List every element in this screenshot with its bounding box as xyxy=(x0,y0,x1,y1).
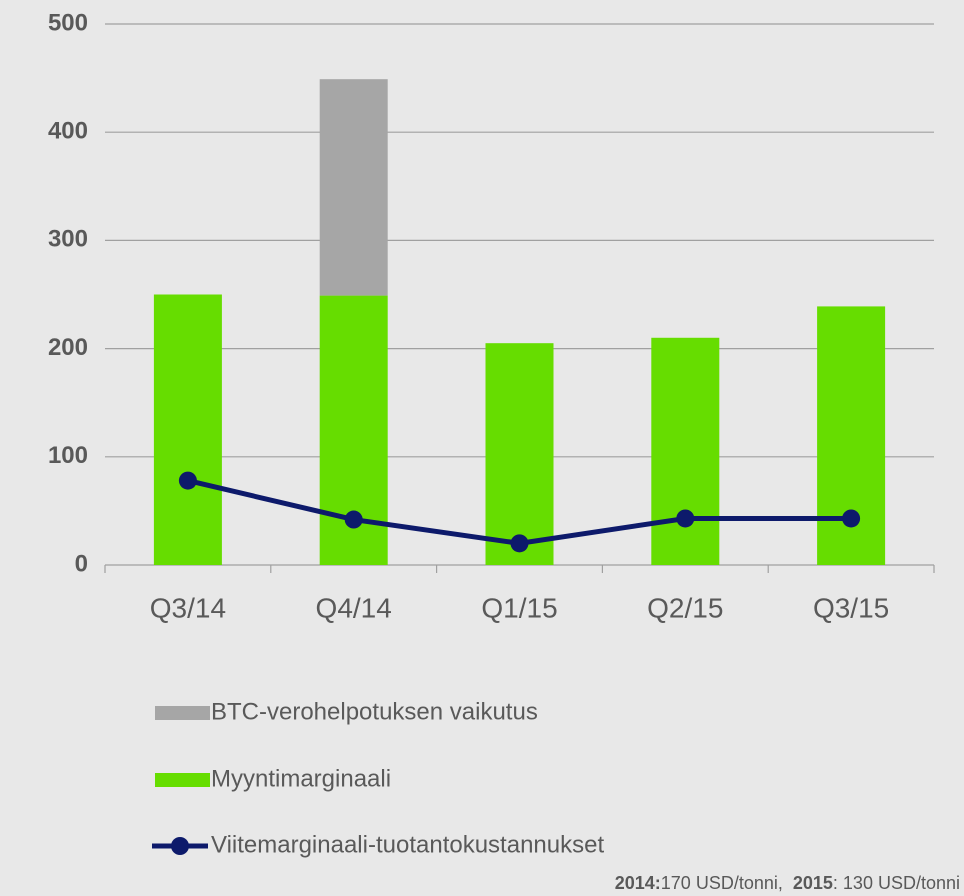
legend-swatch xyxy=(155,706,210,720)
line-marker xyxy=(842,509,861,528)
legend-label: Viitemarginaali-tuotantokustannukset xyxy=(211,831,604,858)
y-tick-label: 500 xyxy=(48,9,88,36)
legend-swatch xyxy=(155,773,210,787)
y-tick-label: 100 xyxy=(48,442,88,469)
bar xyxy=(485,343,554,565)
bar xyxy=(651,337,720,565)
y-tick-label: 300 xyxy=(48,226,88,253)
note-text: 170 USD/tonni, xyxy=(661,873,783,893)
line-marker xyxy=(676,509,695,528)
line-marker xyxy=(344,510,363,529)
y-tick-label: 200 xyxy=(48,334,88,361)
x-tick-label: Q2/15 xyxy=(647,592,723,623)
x-tick-label: Q3/14 xyxy=(150,592,226,623)
legend-label: Myyntimarginaali xyxy=(211,765,391,792)
y-tick-label: 400 xyxy=(48,118,88,145)
bar xyxy=(319,79,388,296)
y-tick-label: 0 xyxy=(75,550,88,577)
note-text: : 130 USD/tonni xyxy=(833,873,960,893)
x-tick-label: Q1/15 xyxy=(481,592,557,623)
line-marker xyxy=(510,534,529,553)
x-tick-label: Q4/14 xyxy=(316,592,392,623)
legend-swatch xyxy=(171,837,189,855)
note-bold: 2014: xyxy=(615,873,661,893)
line-marker xyxy=(178,471,197,490)
note-space xyxy=(783,873,793,893)
note: 2014:170 USD/tonni, 2015: 130 USD/tonni xyxy=(615,873,960,893)
note-bold: 2015 xyxy=(793,873,833,893)
bar xyxy=(153,294,222,565)
x-tick-label: Q3/15 xyxy=(813,592,889,623)
legend-label: BTC-verohelpotuksen vaikutus xyxy=(211,698,538,725)
